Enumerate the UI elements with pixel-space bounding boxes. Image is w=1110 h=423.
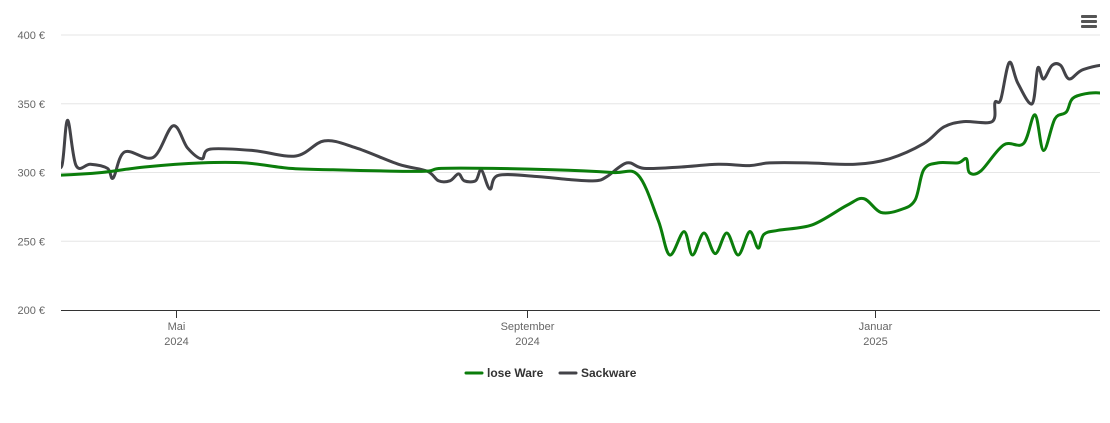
x-tick-label-month: Januar <box>859 321 893 333</box>
plot-area <box>2 60 1110 257</box>
legend-label: lose Ware <box>487 366 544 380</box>
legend-item-lose-ware[interactable]: lose Ware <box>464 366 544 380</box>
gridlines <box>61 34 1100 242</box>
y-tick-label: 200 € <box>17 305 45 317</box>
y-axis-labels: 200 € 250 € 300 € 350 € 400 € <box>17 30 45 317</box>
y-tick-label: 250 € <box>17 236 45 248</box>
legend-item-sackware[interactable]: Sackware <box>558 366 637 380</box>
chart-menu-icon[interactable] <box>1077 10 1101 34</box>
x-tick-label-month: Mai <box>168 321 186 333</box>
x-tick-label-month: September <box>501 321 555 333</box>
legend-label: Sackware <box>581 366 637 380</box>
legend[interactable]: lose Ware Sackware <box>464 366 637 380</box>
x-tick-label-year: 2024 <box>164 336 188 348</box>
x-tick-label-year: 2024 <box>515 336 539 348</box>
y-tick-label: 350 € <box>17 99 45 111</box>
x-tick-label-year: 2025 <box>863 336 887 348</box>
x-axis-ticks: Mai 2024 September 2024 Januar 2025 <box>164 310 893 348</box>
y-tick-label: 300 € <box>17 168 45 180</box>
y-tick-label: 400 € <box>17 30 45 42</box>
series-line-lose-ware[interactable] <box>2 82 1110 257</box>
